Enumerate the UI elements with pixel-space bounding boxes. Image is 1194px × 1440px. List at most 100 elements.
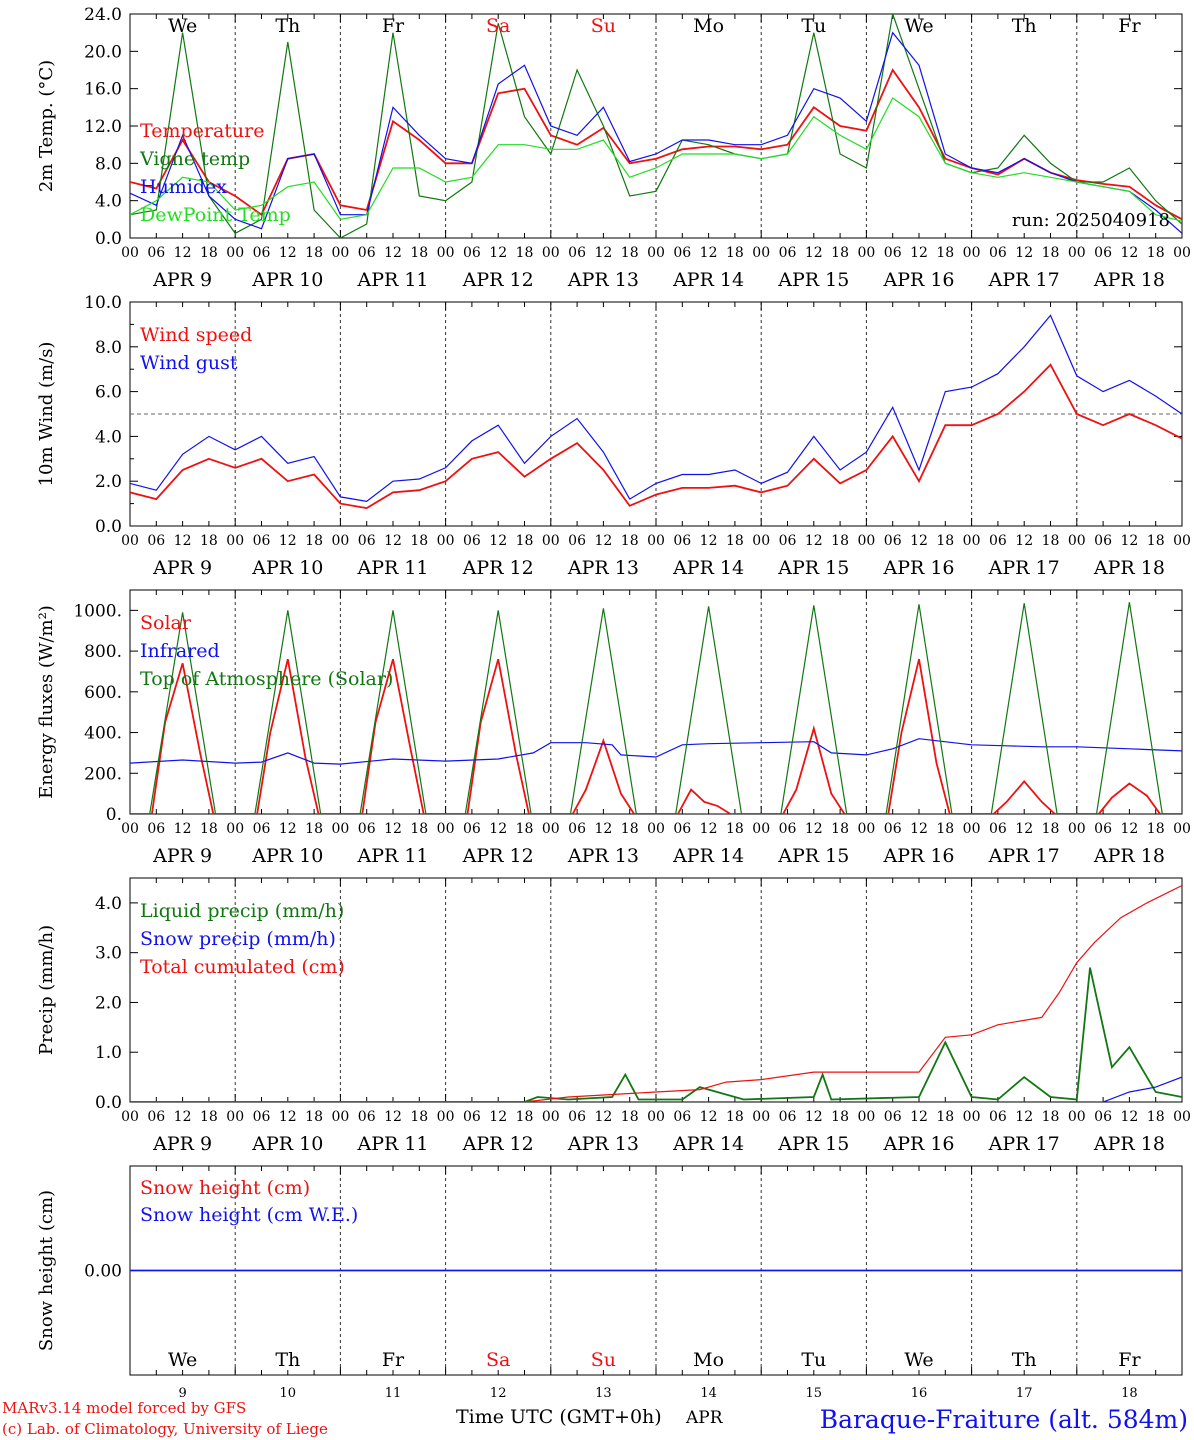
hour-label: 18: [305, 245, 323, 261]
hour-label: 00: [963, 245, 981, 261]
legend-entry: Vigne temp: [139, 148, 250, 170]
hour-label: 12: [805, 245, 823, 261]
hour-label: 06: [147, 533, 165, 549]
y-tick-label: 6.0: [95, 383, 122, 403]
hour-label: 12: [279, 245, 297, 261]
legend-entry: Wind gust: [140, 352, 238, 374]
hour-label: 00: [331, 533, 349, 549]
hour-label: 12: [489, 1109, 507, 1125]
hour-label: 18: [200, 821, 218, 837]
hour-label: 00: [331, 245, 349, 261]
model-credit: MARv3.14 model forced by GFS: [2, 1399, 246, 1417]
legend-entry: Temperature: [140, 120, 264, 142]
hour-label: 00: [437, 1109, 455, 1125]
hour-label: 18: [305, 1109, 323, 1125]
weekday-label: We: [904, 1349, 933, 1371]
hour-label: 00: [1173, 533, 1191, 549]
weekday-label: Fr: [1118, 15, 1141, 37]
date-label: APR 9: [152, 269, 212, 291]
hour-label: 18: [936, 533, 954, 549]
footer: MARv3.14 model forced by GFS (c) Lab. of …: [2, 1399, 1188, 1438]
day-number-label: 15: [806, 1386, 823, 1401]
hour-label: 18: [621, 533, 639, 549]
hour-label: 12: [1015, 533, 1033, 549]
hour-label: 06: [147, 1109, 165, 1125]
hour-label: 18: [726, 245, 744, 261]
hour-label: 06: [253, 1109, 271, 1125]
hour-label: 18: [516, 245, 534, 261]
hour-label: 06: [358, 533, 376, 549]
hour-label: 12: [279, 533, 297, 549]
hour-label: 00: [963, 533, 981, 549]
weekday-label: Th: [1012, 15, 1037, 37]
legend-entry: Wind speed: [140, 324, 252, 346]
hour-label: 00: [963, 821, 981, 837]
hour-label: 00: [226, 533, 244, 549]
hour-label: 12: [1120, 245, 1138, 261]
legend-entry: Snow height (cm W.E.): [140, 1204, 358, 1226]
date-label: APR 9: [152, 845, 212, 867]
hour-label: 06: [358, 245, 376, 261]
date-label: APR 15: [777, 845, 849, 867]
y-tick-label: 8.0: [95, 154, 122, 174]
y-tick-label: 24.0: [84, 5, 122, 25]
y-tick-label: 10.0: [84, 293, 122, 313]
series-group: [130, 14, 1182, 238]
hour-label: 00: [331, 1109, 349, 1125]
day-number-label: 10: [280, 1386, 297, 1401]
hour-label: 18: [621, 1109, 639, 1125]
date-label: APR 13: [567, 845, 639, 867]
hour-label: 12: [594, 533, 612, 549]
hour-label: 06: [358, 821, 376, 837]
series-line-humidex: [130, 31, 1182, 234]
hour-label: 00: [121, 245, 139, 261]
hour-label: 06: [568, 245, 586, 261]
month-label: APR: [685, 1408, 724, 1428]
hour-label: 12: [910, 533, 928, 549]
y-tick-label: 1.0: [95, 1043, 122, 1063]
hour-label: 06: [253, 821, 271, 837]
hour-label: 06: [884, 533, 902, 549]
hour-label: 12: [489, 533, 507, 549]
hour-label: 06: [463, 533, 481, 549]
hour-label: 06: [1094, 1109, 1112, 1125]
hour-label: 06: [568, 1109, 586, 1125]
date-label: APR 16: [882, 845, 954, 867]
hour-label: 12: [174, 821, 192, 837]
date-label: APR 9: [152, 557, 212, 579]
y-tick-label: 200.: [84, 764, 122, 784]
series-line-solar: [130, 658, 1182, 814]
hour-label: 12: [1015, 821, 1033, 837]
date-label: APR 16: [882, 1133, 954, 1155]
date-label: APR 18: [1093, 269, 1165, 291]
hour-label: 12: [700, 821, 718, 837]
date-label: APR 17: [988, 845, 1060, 867]
hour-label: 00: [752, 533, 770, 549]
hour-label: 06: [989, 245, 1007, 261]
series-line-top-of-atmosphere-solar-: [130, 602, 1182, 814]
hour-label: 00: [963, 1109, 981, 1125]
hour-label: 18: [516, 821, 534, 837]
hour-label: 00: [121, 533, 139, 549]
hour-label: 12: [700, 533, 718, 549]
hour-label: 18: [936, 1109, 954, 1125]
hour-label: 00: [121, 1109, 139, 1125]
hour-label: 06: [147, 821, 165, 837]
hour-label: 06: [779, 533, 797, 549]
hour-label: 18: [726, 1109, 744, 1125]
weekday-label: Th: [275, 1349, 300, 1371]
hour-label: 12: [279, 1109, 297, 1125]
hour-label: 18: [1042, 245, 1060, 261]
hour-label: 00: [1173, 821, 1191, 837]
weekday-label: Sa: [486, 15, 510, 37]
series-line-wind-gust: [130, 314, 1182, 503]
legend-entry: Total cumulated (cm): [140, 956, 345, 978]
hour-label: 18: [200, 1109, 218, 1125]
hour-label: 18: [726, 533, 744, 549]
y-tick-label: 8.0: [95, 338, 122, 358]
series-line-total-cumulated-cm-: [130, 884, 1182, 1102]
hour-label: 00: [752, 245, 770, 261]
hour-label: 18: [726, 821, 744, 837]
hour-label: 06: [779, 245, 797, 261]
hour-label: 12: [805, 533, 823, 549]
